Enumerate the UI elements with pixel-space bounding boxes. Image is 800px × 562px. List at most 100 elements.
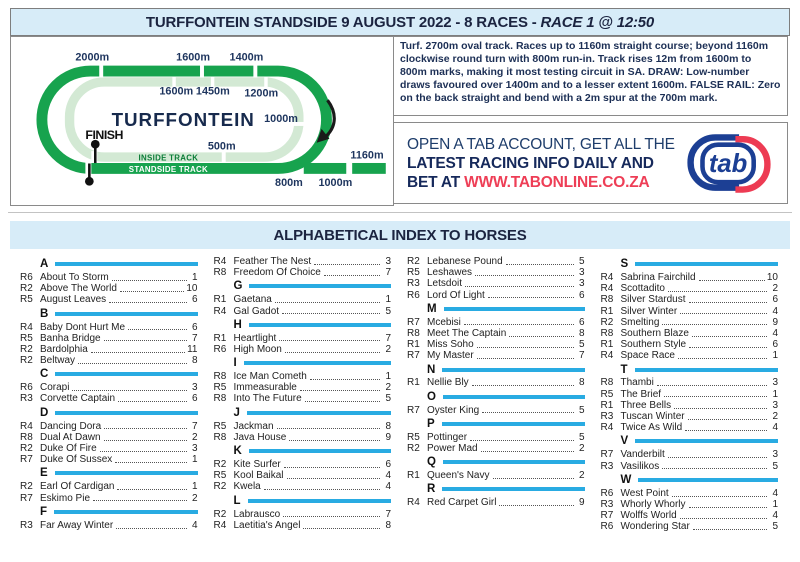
- mark-1600m-inner-label: 1600m: [159, 85, 193, 97]
- race-number: R1: [407, 470, 420, 482]
- page-number: 2: [772, 411, 778, 423]
- page-number: 6: [772, 339, 778, 351]
- letter-header: T: [601, 363, 778, 377]
- dot-leader: [698, 279, 765, 281]
- letter-header: J: [214, 406, 391, 420]
- tab-ad-url-link[interactable]: WWW.TABONLINE.CO.ZA: [464, 173, 650, 191]
- letter-label: F: [40, 505, 48, 518]
- page-number: 1: [772, 498, 778, 510]
- horse-name: Space Race: [620, 350, 675, 362]
- page-number: 2: [385, 343, 391, 355]
- horse-index-entry: R2 Bardolphia 11: [20, 344, 198, 355]
- letter-header: M: [407, 302, 585, 316]
- page-number: 7: [191, 420, 198, 432]
- direction-arrow-icon: [324, 99, 336, 138]
- horse-name: Southern Blaze: [620, 327, 689, 339]
- horse-index-entry: R2 Duke Of Fire 3: [20, 443, 198, 454]
- dot-leader: [299, 390, 380, 391]
- letter-label: I: [233, 357, 237, 370]
- horse-index-entry: R8 Freedom Of Choice 7: [214, 267, 392, 278]
- letter-bar: [55, 410, 198, 415]
- page-number: 6: [191, 294, 198, 306]
- race-number: R7: [20, 492, 33, 504]
- horse-index-entry: R8 Dual At Dawn 2: [20, 432, 198, 443]
- horse-name: Above The World: [40, 283, 117, 295]
- race-number: R2: [20, 481, 33, 493]
- race-number: R7: [20, 454, 33, 466]
- race-number: R7: [407, 316, 420, 328]
- race-number: R4: [213, 305, 227, 317]
- horse-index-entry: R5 Leshawes 3: [407, 267, 585, 278]
- mark-500m-label: 500m: [208, 141, 236, 153]
- page-number: 5: [385, 393, 391, 405]
- tab-logo-icon: tab: [687, 134, 771, 193]
- tick-1600m-outer: [200, 64, 204, 78]
- horse-name: High Moon: [233, 343, 282, 355]
- letter-bar: [248, 322, 391, 327]
- race-number: R3: [600, 460, 614, 472]
- horse-name: Duke Of Fire: [40, 443, 97, 455]
- race-number: R1: [600, 339, 614, 351]
- dot-leader: [476, 346, 574, 348]
- dot-leader: [93, 500, 187, 502]
- letter-header: P: [407, 417, 585, 431]
- horse-index-entry: R2 Beltway 8: [20, 355, 198, 366]
- letter-header: F: [20, 505, 198, 519]
- horse-name: Gaetana: [233, 294, 272, 306]
- dot-leader: [279, 340, 380, 342]
- horse-index-entry: R2 Power Mad 2: [407, 443, 585, 454]
- page-number: 3: [191, 443, 198, 455]
- page-number: 11: [187, 343, 198, 355]
- horse-index-entry: R2 Earl Of Cardigan 1: [20, 481, 198, 492]
- letter-bar: [635, 262, 778, 266]
- page-number: 7: [578, 350, 585, 362]
- dot-leader: [283, 466, 380, 468]
- letter-header: W: [601, 473, 778, 487]
- letter-header: Q: [407, 455, 585, 469]
- letter-header: C: [20, 367, 198, 381]
- horse-index-entry: R4 Feather The Nest 3: [214, 256, 392, 267]
- horse-name: Freedom Of Choice: [233, 267, 321, 279]
- horse-name: August Leaves: [40, 294, 107, 306]
- horse-index-entry: R6 High Moon 2: [214, 344, 392, 355]
- race-number: R6: [600, 487, 614, 499]
- dot-leader: [118, 401, 187, 403]
- letter-label: E: [40, 467, 48, 480]
- horse-index-entry: R3 Far Away Winter 4: [20, 520, 198, 531]
- horse-name: Power Mad: [427, 443, 478, 455]
- dot-leader: [90, 351, 186, 353]
- page-number: 5: [578, 255, 585, 267]
- dot-leader: [471, 385, 574, 387]
- race-number: R2: [407, 255, 420, 267]
- horse-name: Nellie Bly: [427, 377, 469, 389]
- dot-leader: [680, 313, 767, 315]
- section-divider: [8, 212, 792, 213]
- page-number: 3: [578, 267, 585, 279]
- horse-index-entry: R7 Oyster King 5: [407, 405, 585, 416]
- page-number: 2: [191, 492, 198, 504]
- letter-header: B: [20, 307, 198, 321]
- race-number: R2: [213, 481, 227, 493]
- horse-index-entry: R5 Banha Bridge 7: [20, 333, 198, 344]
- race-number: R3: [600, 411, 614, 423]
- mark-1400m-label: 1400m: [230, 52, 264, 64]
- horse-name: Silver Winter: [620, 305, 678, 317]
- race-number: R8: [20, 431, 33, 443]
- dot-leader: [72, 390, 187, 391]
- race-number: R8: [213, 267, 227, 279]
- horse-index-entry: R5 Jackman 8: [214, 421, 392, 432]
- horse-name: Kwela: [233, 481, 261, 493]
- page-number: 8: [385, 519, 391, 531]
- dot-leader: [688, 302, 767, 304]
- horse-name: Kool Baikal: [233, 470, 284, 482]
- horse-name: Miss Soho: [427, 339, 474, 351]
- page-number: 3: [772, 449, 778, 461]
- letter-bar: [249, 284, 391, 289]
- dot-leader: [679, 517, 767, 519]
- race-number: R3: [20, 519, 33, 531]
- page-number: 6: [191, 321, 198, 333]
- letter-label: G: [233, 280, 243, 293]
- page-number: 1: [191, 454, 198, 466]
- dot-leader: [109, 302, 187, 304]
